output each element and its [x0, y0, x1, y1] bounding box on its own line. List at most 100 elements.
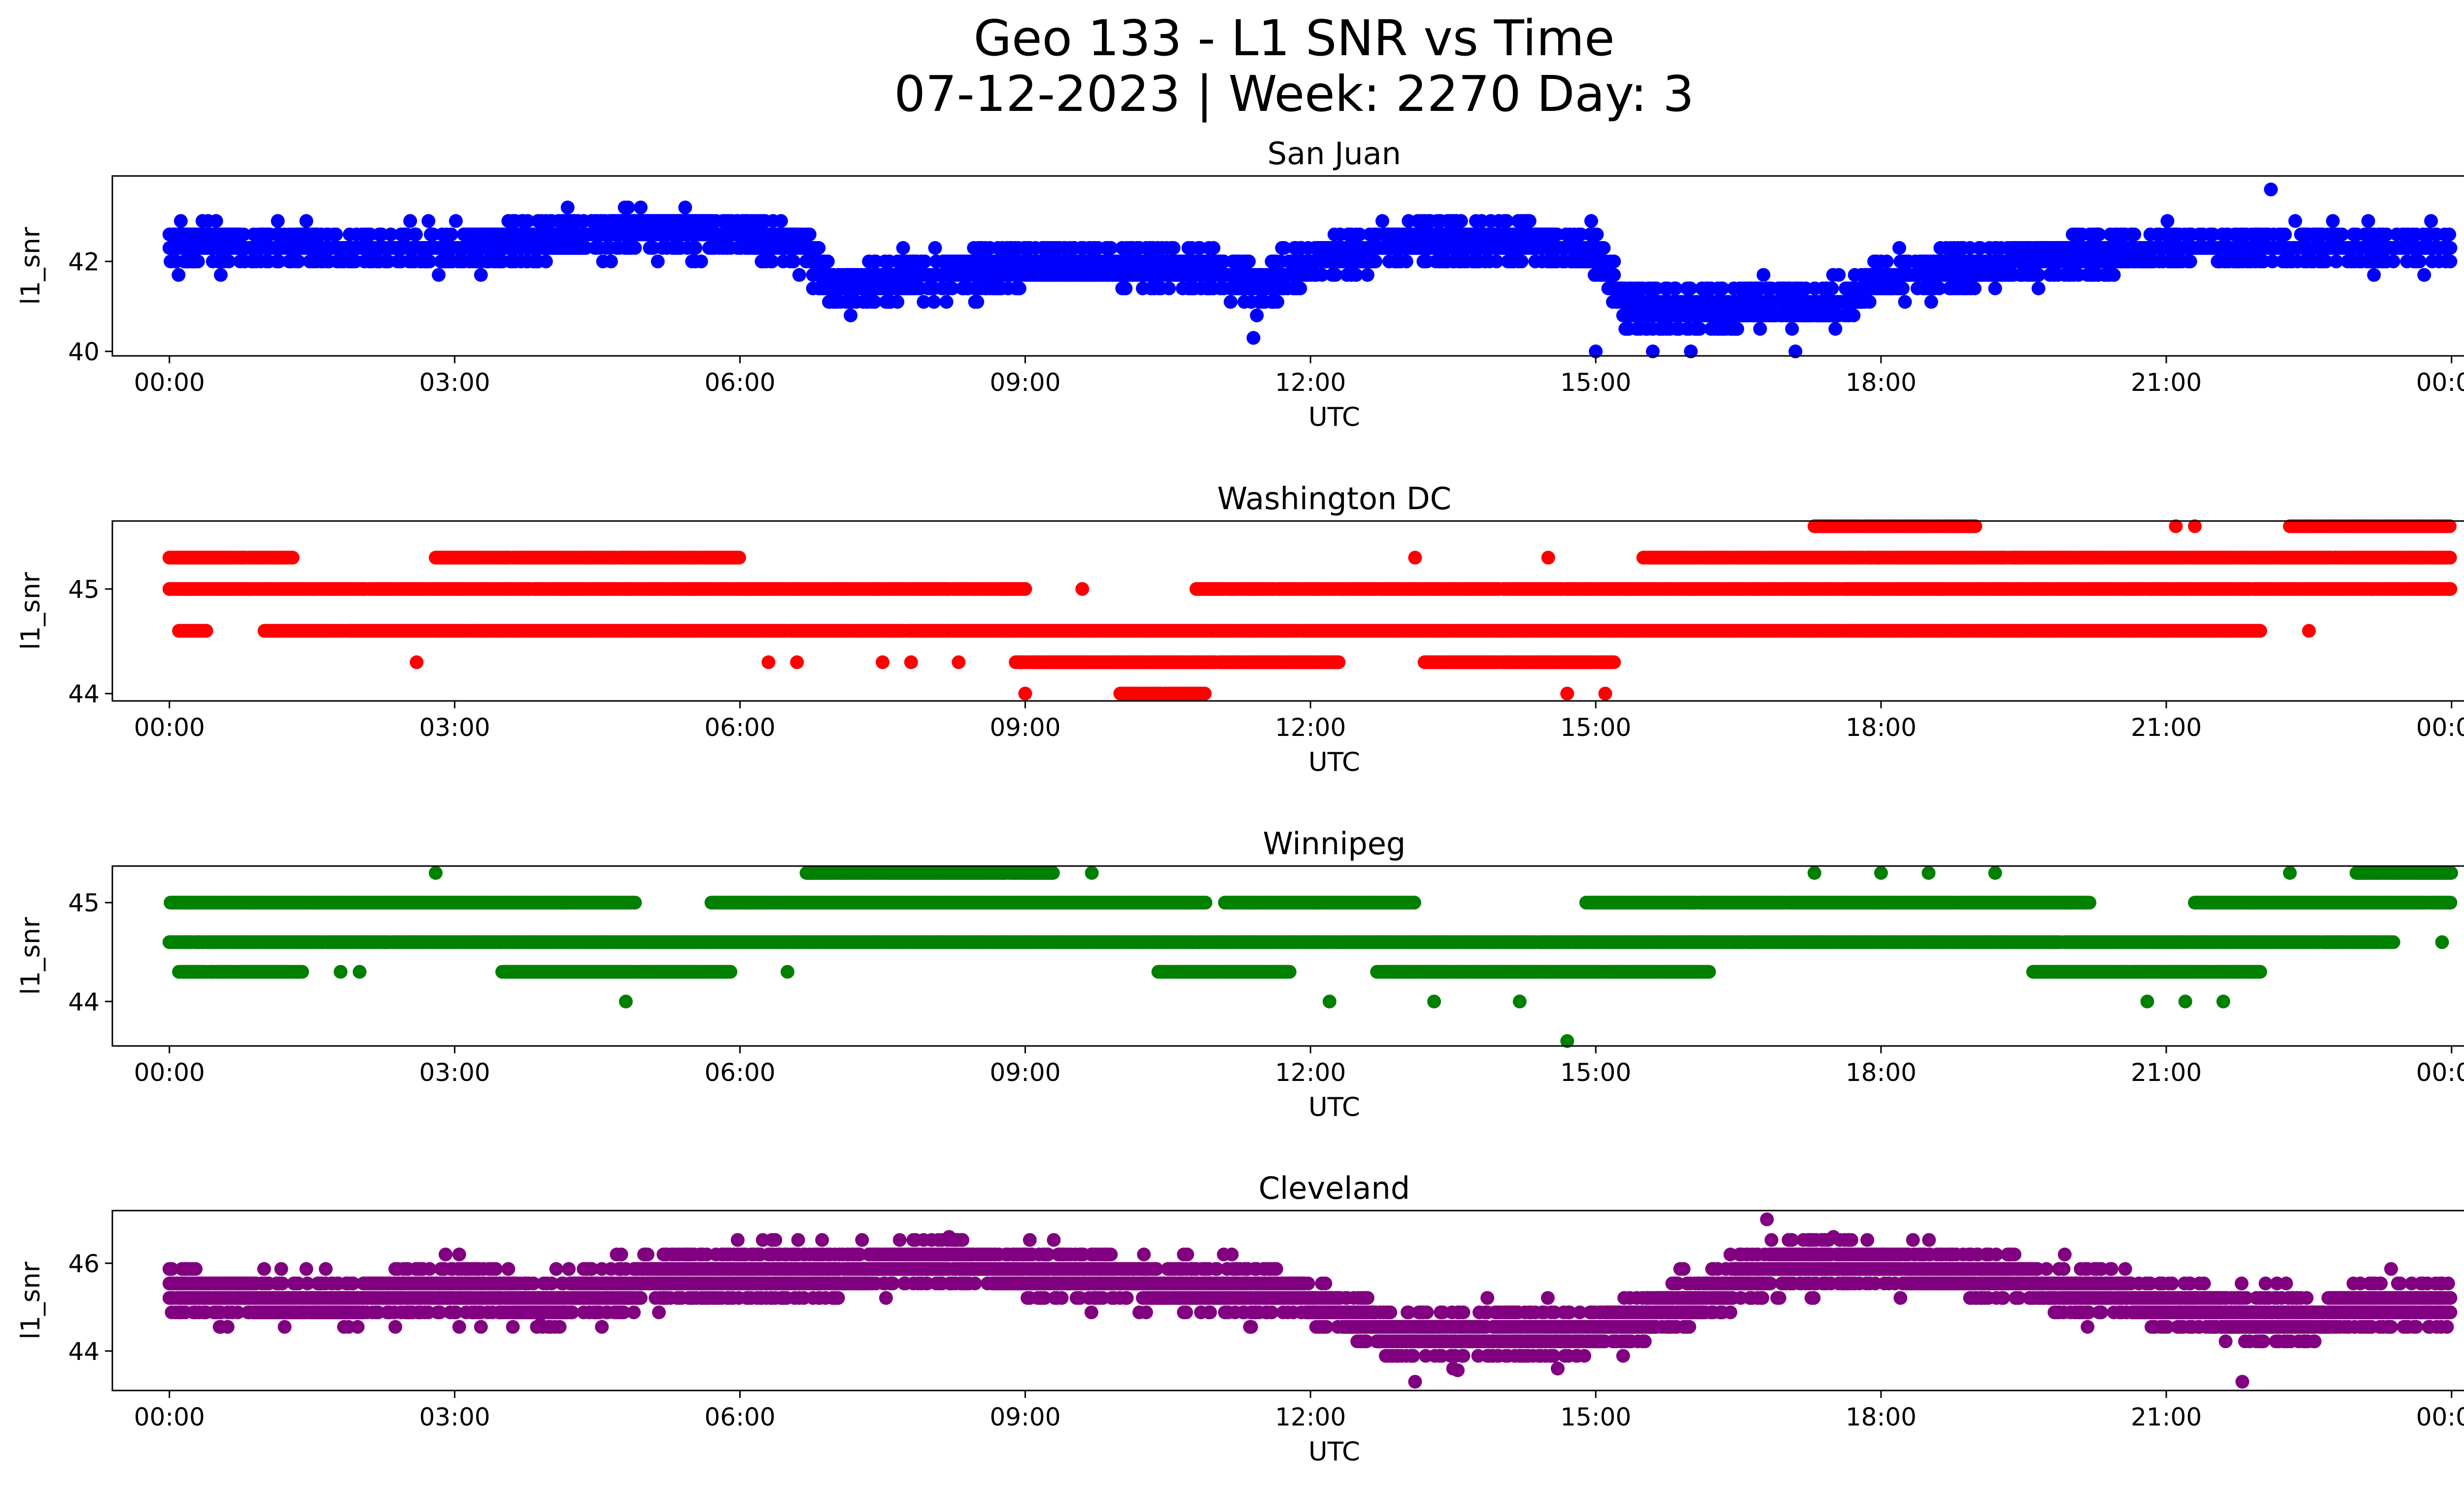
data-point: [1514, 254, 1529, 269]
data-point: [2288, 214, 2302, 228]
data-point: [787, 254, 801, 269]
data-point: [214, 268, 228, 282]
y-axis-label: l1_snr: [16, 227, 46, 305]
data-point: [928, 241, 942, 255]
y-tick-label: 40: [68, 338, 100, 366]
data-point: [1828, 322, 1843, 336]
data-point: [1825, 281, 1839, 296]
data-point: [1012, 281, 1027, 296]
data-point: [2417, 268, 2431, 282]
data-point: [2361, 214, 2375, 228]
data-point: [634, 200, 648, 214]
data-point: [2367, 268, 2381, 282]
x-axis-label: UTC: [1308, 402, 1360, 432]
data-point: [1597, 241, 1611, 255]
data-point: [1730, 322, 1745, 336]
data-point: [821, 254, 835, 269]
x-tick-label: 21:00: [2131, 368, 2202, 397]
data-point: [1361, 268, 1374, 282]
data-point: [1293, 281, 1307, 296]
data-point: [2443, 241, 2458, 255]
data-point: [421, 214, 436, 228]
data-point: [1756, 268, 1771, 282]
data-point: [409, 227, 423, 242]
data-point: [1018, 582, 1032, 596]
data-point: [1166, 241, 1181, 255]
data-point: [628, 241, 642, 255]
data-point: [1369, 254, 1383, 269]
data-point: [604, 254, 618, 269]
data-point: [2412, 254, 2427, 269]
data-point: [1785, 322, 1799, 336]
data-point: [2127, 227, 2141, 242]
x-tick-label: 18:00: [1846, 368, 1916, 397]
data-point: [2424, 214, 2438, 228]
data-point: [650, 254, 665, 269]
data-point: [844, 308, 858, 322]
data-point: [1847, 308, 1861, 322]
x-tick-label: 03:00: [419, 368, 490, 397]
data-point: [291, 254, 306, 269]
data-point: [2442, 227, 2457, 242]
data-point: [1924, 295, 1938, 309]
data-point: [2183, 254, 2197, 269]
data-point: [802, 227, 817, 242]
data-point: [1967, 281, 1982, 296]
data-point: [1119, 281, 1133, 296]
data-point: [1206, 241, 1221, 255]
data-point: [1988, 281, 2002, 296]
data-point: [1862, 295, 1877, 309]
data-point: [2264, 182, 2278, 197]
data-point: [1242, 254, 1256, 269]
data-point: [1224, 295, 1238, 309]
data-point: [539, 254, 553, 269]
data-point: [1584, 214, 1598, 228]
data-point: [890, 295, 905, 309]
data-point: [1892, 241, 1907, 255]
x-tick-label: 06:00: [704, 368, 775, 397]
data-point: [432, 268, 446, 282]
x-tick-label: 15:00: [1560, 368, 1631, 397]
data-point: [1896, 281, 1910, 296]
data-point: [2160, 214, 2175, 228]
data-point: [970, 295, 985, 309]
data-point: [173, 214, 188, 228]
data-point: [1832, 268, 1846, 282]
data-point: [1880, 254, 1894, 269]
data-point: [2443, 254, 2458, 269]
data-point: [1607, 268, 1621, 282]
data-point: [271, 214, 285, 228]
data-point: [2386, 254, 2400, 269]
data-point: [422, 254, 437, 269]
data-point: [209, 214, 223, 228]
data-point: [927, 295, 941, 309]
data-point: [2107, 268, 2121, 282]
data-point: [2326, 214, 2340, 228]
data-point: [1753, 322, 1767, 336]
data-point: [1162, 281, 1176, 296]
data-point: [2031, 281, 2046, 296]
data-point: [1898, 295, 1912, 309]
data-point: [765, 254, 779, 269]
data-point: [474, 268, 488, 282]
data-point: [1607, 254, 1621, 269]
data-point: [237, 227, 251, 242]
data-point: [1375, 214, 1390, 228]
x-tick-label: 00:00: [2416, 368, 2464, 397]
panel-title: San Juan: [1267, 136, 1401, 172]
data-point: [520, 214, 535, 228]
data-point: [621, 200, 635, 214]
figure-title-line1: Geo 133 - L1 SNR vs Time: [974, 9, 1615, 67]
data-point: [272, 254, 286, 269]
data-point: [299, 214, 313, 228]
data-point: [1399, 254, 1413, 269]
data-point: [1522, 214, 1537, 228]
data-point: [222, 254, 236, 269]
data-point: [792, 268, 806, 282]
points-0: [162, 182, 2458, 358]
x-tick-label: 09:00: [990, 368, 1061, 397]
data-point: [171, 268, 186, 282]
